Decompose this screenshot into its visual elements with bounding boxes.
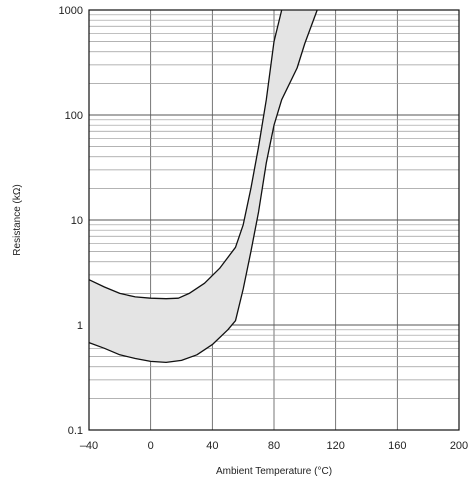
x-tick-label: 120 xyxy=(326,440,344,452)
x-tick-label: 200 xyxy=(450,440,468,452)
y-tick-label: 1000 xyxy=(59,5,83,17)
tolerance-band xyxy=(89,10,318,363)
upper-bound-line xyxy=(88,9,283,300)
series-lines xyxy=(88,9,318,364)
y-tick-label: 0.1 xyxy=(68,425,83,437)
x-tick-label: 40 xyxy=(206,440,218,452)
x-tick-label: 80 xyxy=(268,440,280,452)
x-tick-labels: –40 0 40 80 120 160 200 xyxy=(80,440,468,452)
y-tick-label: 10 xyxy=(71,215,83,227)
lower-bound-line xyxy=(88,9,318,364)
x-tick-label: 160 xyxy=(388,440,406,452)
x-tick-label: –40 xyxy=(80,440,98,452)
x-axis-label: Ambient Temperature (°C) xyxy=(216,466,332,477)
y-tick-label: 100 xyxy=(65,110,83,122)
plot-frame xyxy=(88,9,460,431)
grid-lines xyxy=(88,10,460,431)
y-tick-label: 1 xyxy=(77,320,83,332)
y-tick-labels: 0.1 1 10 100 1000 xyxy=(59,5,83,437)
x-tick-label: 0 xyxy=(148,440,154,452)
y-axis-label: Resistance (kΩ) xyxy=(12,184,23,255)
